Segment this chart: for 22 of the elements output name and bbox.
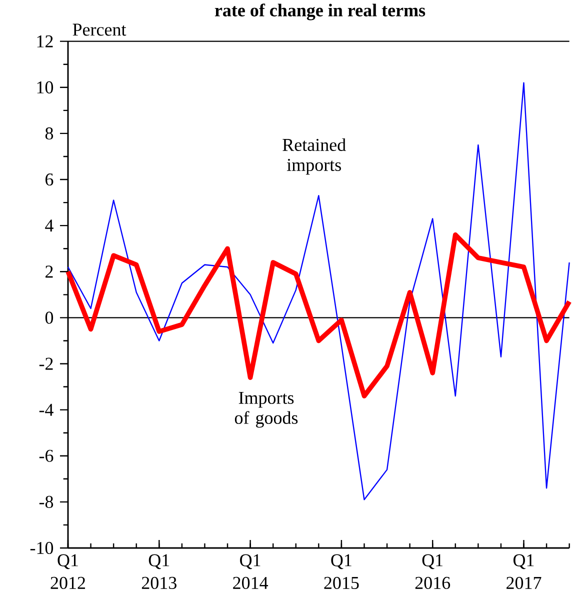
x-tick-label: Q1 2016 — [415, 554, 450, 590]
y-tick-label: 12 — [37, 35, 53, 48]
y-axis-title: Percent — [72, 24, 126, 36]
x-tick-label: Q1 2012 — [50, 554, 86, 590]
y-tick-label: -10 — [30, 542, 54, 554]
y-tick-label: -4 — [39, 404, 54, 416]
y-tick-label: 2 — [46, 266, 53, 278]
series-label: Imports of goods — [234, 392, 298, 428]
x-tick-label: Q1 2015 — [324, 554, 359, 590]
chart-title: rate of change in real terms — [214, 4, 426, 20]
x-tick-label: Q1 2013 — [142, 554, 176, 590]
y-tick-label: -2 — [39, 358, 53, 370]
y-tick-label: 10 — [37, 81, 54, 94]
y-tick-label: 0 — [45, 312, 54, 324]
y-tick-label: 4 — [45, 220, 54, 232]
y-tick-label: 8 — [45, 127, 54, 140]
x-tick-label: Q1 2014 — [233, 554, 268, 590]
y-tick-label: -8 — [39, 496, 54, 508]
y-tick-label: 6 — [46, 173, 54, 186]
series-label: Retained imports — [282, 138, 346, 175]
x-tick-label: Q1 2017 — [506, 554, 542, 590]
y-tick-label: -6 — [39, 450, 54, 462]
